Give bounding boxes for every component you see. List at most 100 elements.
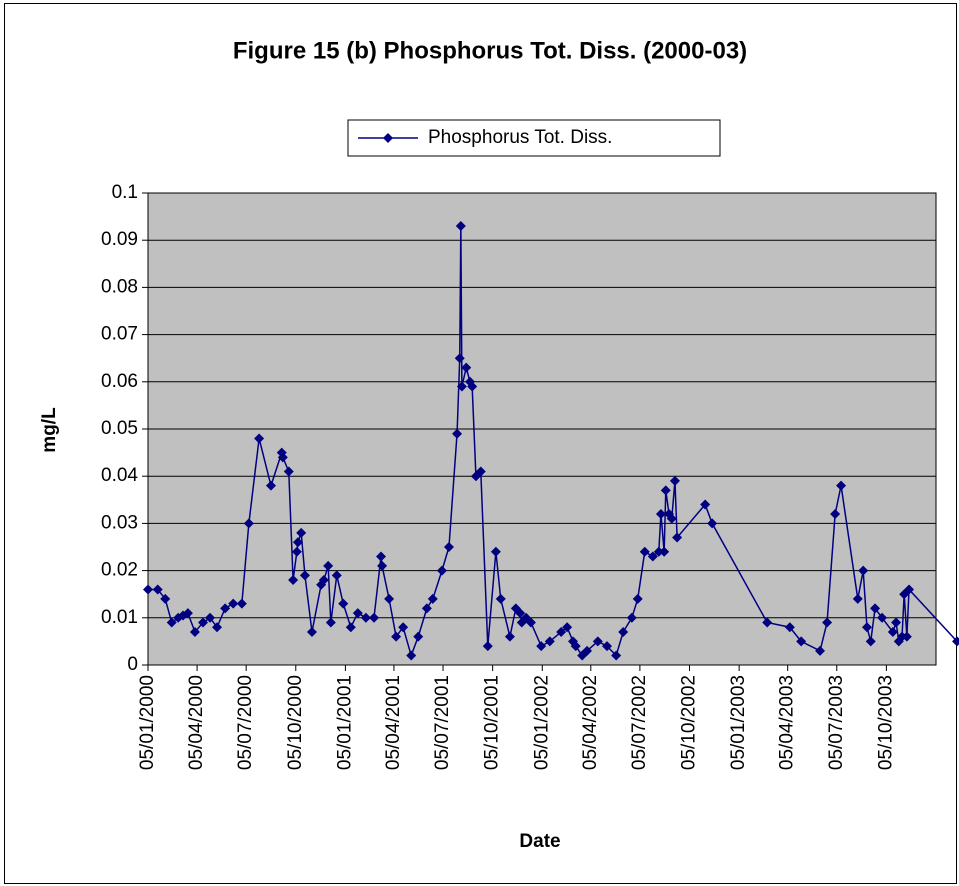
data-point [205, 612, 216, 623]
y-tick-label: 0.08 [101, 276, 138, 297]
data-point [952, 636, 959, 647]
data-line [148, 226, 958, 658]
data-point [452, 428, 463, 439]
data-point [762, 617, 773, 628]
data-point [836, 480, 847, 491]
data-point [655, 508, 666, 519]
data-point [601, 641, 612, 652]
data-point [700, 499, 711, 510]
data-point [212, 622, 223, 633]
x-tick-label: 05/01/2003 [728, 675, 749, 770]
data-point [666, 513, 677, 524]
x-tick-label: 05/01/2000 [137, 675, 158, 770]
data-point [865, 636, 876, 647]
data-point [618, 626, 629, 637]
data-point [338, 598, 349, 609]
x-tick-label: 05/10/2001 [482, 675, 503, 770]
data-point [861, 622, 872, 633]
x-tick-label: 05/04/2000 [186, 675, 207, 770]
y-tick-label: 0.01 [101, 607, 138, 628]
data-point [669, 475, 680, 486]
data-point [220, 603, 231, 614]
data-point [277, 452, 288, 463]
data-point [143, 584, 153, 595]
data-point [323, 560, 334, 571]
data-point [228, 598, 239, 609]
data-point [901, 631, 912, 642]
x-tick-label: 05/04/2001 [383, 675, 404, 770]
data-point [626, 612, 637, 623]
data-point [632, 593, 643, 604]
x-tick-label: 05/07/2001 [432, 675, 453, 770]
x-tick-label: 05/07/2003 [826, 675, 847, 770]
data-point [870, 603, 881, 614]
y-tick-label: 0.1 [112, 182, 138, 203]
data-point [454, 353, 465, 364]
data-point [254, 433, 265, 444]
data-point [475, 466, 486, 477]
data-point [436, 565, 447, 576]
data-point [331, 570, 342, 581]
data-point [611, 650, 622, 661]
data-point [672, 532, 683, 543]
data-point [544, 636, 555, 647]
data-point [398, 622, 409, 633]
data-point [467, 381, 478, 392]
x-tick-label: 05/04/2002 [580, 675, 601, 770]
data-point [427, 593, 438, 604]
data-point [243, 518, 254, 529]
data-point [236, 598, 247, 609]
data-point [265, 480, 276, 491]
data-point [360, 612, 371, 623]
data-point [482, 641, 493, 652]
x-tick-label: 05/07/2000 [235, 675, 256, 770]
data-point [288, 575, 299, 586]
y-tick-label: 0.09 [101, 229, 138, 250]
data-point [659, 546, 670, 557]
y-tick-label: 0 [127, 654, 138, 675]
data-point [490, 546, 501, 557]
x-tick-label: 05/10/2000 [285, 675, 306, 770]
x-tick-label: 05/04/2003 [777, 675, 798, 770]
data-point [325, 617, 336, 628]
y-tick-label: 0.07 [101, 324, 138, 345]
data-point [306, 626, 317, 637]
data-point [707, 518, 718, 529]
data-point [653, 546, 664, 557]
y-tick-label: 0.04 [101, 465, 138, 486]
x-axis-title: Date [519, 831, 560, 852]
data-point [377, 560, 388, 571]
data-point [189, 626, 200, 637]
data-point [639, 546, 650, 557]
x-tick-label: 05/07/2002 [629, 675, 650, 770]
data-point [368, 612, 379, 623]
data-point [887, 626, 898, 637]
x-tick-label: 05/01/2002 [531, 675, 552, 770]
data-point [796, 636, 807, 647]
data-point [291, 546, 302, 557]
y-axis-title: mg/L [39, 407, 60, 453]
data-point [830, 508, 841, 519]
data-point [822, 617, 833, 628]
data-point [647, 551, 658, 562]
data-point [877, 612, 888, 623]
data-point [904, 584, 915, 595]
x-tick-label: 05/01/2001 [334, 675, 355, 770]
data-point [891, 617, 902, 628]
data-point [562, 622, 573, 633]
legend-label: Phosphorus Tot. Diss. [428, 127, 612, 148]
data-point [660, 485, 671, 496]
data-point [495, 593, 506, 604]
data-point [160, 593, 171, 604]
data-point [556, 626, 567, 637]
data-point [504, 631, 515, 642]
data-point [292, 537, 303, 548]
data-point [815, 645, 826, 656]
data-point [456, 381, 467, 392]
data-point [152, 584, 163, 595]
data-point [852, 593, 863, 604]
data-point [406, 650, 417, 661]
data-point [443, 542, 454, 552]
data-point [198, 617, 209, 628]
